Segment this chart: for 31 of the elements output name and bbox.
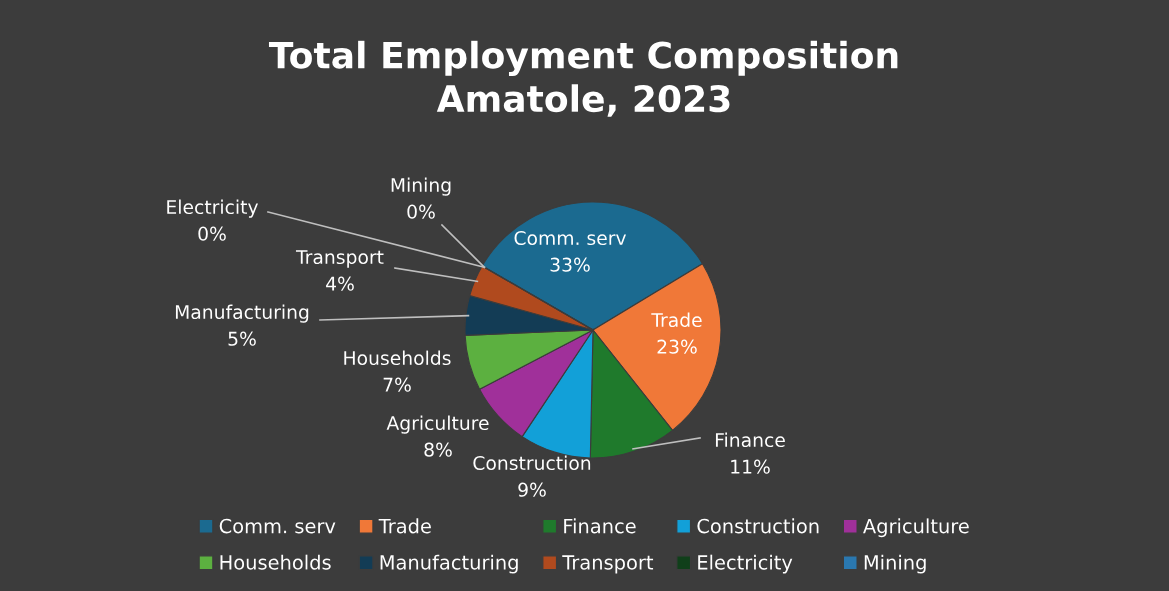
- chart-title: Total Employment Composition Amatole, 2023: [268, 40, 898, 117]
- data-label: 7%: [383, 377, 411, 392]
- legend-label: Finance: [564, 518, 636, 534]
- data-label: 33%: [550, 257, 590, 272]
- legend-label: Mining: [864, 554, 926, 574]
- slice-label: Construction: [473, 455, 591, 471]
- data-label: 4%: [326, 276, 354, 291]
- slice-label: Finance: [715, 432, 785, 448]
- data-label: 8%: [424, 442, 452, 457]
- legend-label: Agriculture: [863, 518, 969, 538]
- slice-label: Transport: [295, 250, 384, 268]
- slice-label: Manufacturing: [175, 304, 309, 323]
- data-label: 9%: [518, 482, 546, 497]
- data-label: 11%: [731, 459, 770, 474]
- data-label: 5%: [228, 331, 256, 346]
- text: 0%: [198, 226, 226, 241]
- slice-label: Households: [344, 350, 451, 366]
- legend-label: Electricity: [698, 554, 793, 574]
- text: 0%: [407, 204, 435, 219]
- legend-label: Construction: [697, 518, 819, 534]
- slice-label: Agriculture: [386, 415, 489, 434]
- legend-label: Households: [220, 554, 331, 570]
- slice-label: Trade: [651, 312, 702, 328]
- category-label: Electricity: [167, 199, 259, 218]
- legend-label: Manufacturing: [380, 554, 518, 574]
- legend-label: Transport: [562, 555, 654, 574]
- slice-label: Comm. serv: [514, 230, 626, 246]
- legend-label: Comm. serv: [219, 518, 336, 534]
- legend-label: Trade: [378, 518, 431, 534]
- data-label: 23%: [657, 339, 697, 354]
- category-label: Mining: [391, 177, 451, 196]
